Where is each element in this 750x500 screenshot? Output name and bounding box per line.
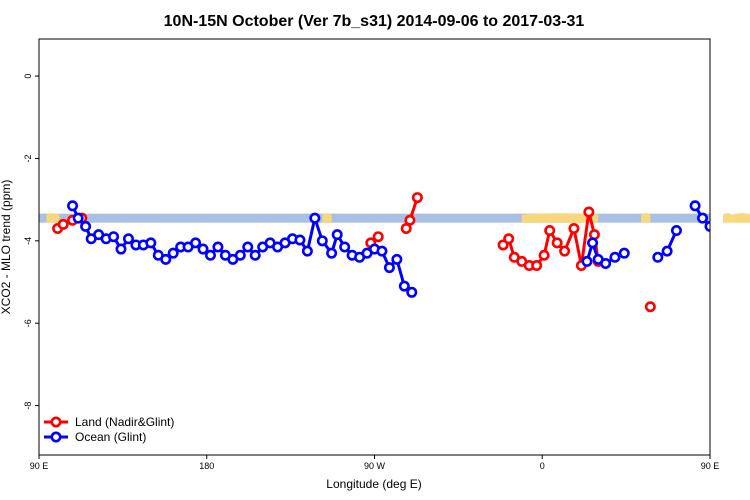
data-point	[160, 253, 172, 265]
y-tick-label: -2	[23, 154, 33, 162]
legend-marker	[50, 431, 62, 443]
data-point	[670, 225, 682, 237]
y-tick-label: -6	[23, 319, 33, 327]
data-point	[72, 212, 84, 224]
data-point	[724, 224, 732, 232]
data-point	[115, 243, 127, 255]
band-land-5	[732, 213, 750, 223]
data-point	[242, 241, 254, 253]
data-point	[372, 231, 384, 243]
data-point	[167, 247, 179, 259]
series-line-1-4	[693, 205, 710, 230]
data-point	[108, 231, 120, 243]
data-point	[391, 253, 403, 265]
data-point	[57, 218, 69, 230]
band-land-2	[521, 213, 599, 223]
data-point	[600, 257, 612, 269]
data-point	[383, 262, 395, 274]
reference-band	[39, 213, 750, 223]
data-point	[559, 245, 571, 257]
y-tick-label: -8	[23, 402, 33, 410]
x-tick-label: 90 E	[701, 461, 720, 471]
data-point	[581, 255, 593, 267]
series-line-0-5	[729, 224, 735, 228]
data-point	[309, 212, 321, 224]
legend-label: Land (Nadir&Glint)	[75, 415, 174, 429]
data-point	[618, 247, 630, 259]
data-point	[331, 229, 343, 241]
data-point	[67, 200, 79, 212]
data-point	[234, 249, 246, 261]
x-axis: 90 E 180 90 W 0 90 E	[30, 455, 720, 471]
x-tick-label: 0	[540, 461, 545, 471]
data-point	[398, 280, 410, 292]
x-tick-label: 90 E	[30, 461, 49, 471]
x-axis-label: Longitude (deg E)	[326, 477, 421, 491]
data-point	[301, 245, 313, 257]
x-tick-label: 90 W	[364, 461, 386, 471]
y-tick-label: 0	[23, 74, 33, 79]
legend: Land (Nadir&Glint)Ocean (Glint)	[44, 415, 174, 444]
data-point	[644, 301, 656, 313]
legend-marker	[50, 416, 62, 428]
series-ocean	[67, 200, 750, 298]
data-point	[204, 249, 216, 261]
data-point	[544, 225, 556, 237]
y-tick-label: -4	[23, 237, 33, 245]
data-point	[294, 234, 306, 246]
data-point	[609, 251, 621, 263]
data-point	[689, 200, 701, 212]
data-point	[122, 233, 134, 245]
data-point	[316, 235, 328, 247]
data-point	[551, 237, 563, 249]
data-point	[587, 237, 599, 249]
data-point	[326, 247, 338, 259]
data-point	[212, 241, 224, 253]
x-tick-label: 180	[199, 461, 214, 471]
band-ocean	[39, 213, 710, 223]
band-land-3	[641, 213, 651, 223]
data-point	[568, 222, 580, 234]
y-axis: 0 -2 -4 -6 -8	[23, 74, 39, 410]
data-point	[661, 245, 673, 257]
series-layer	[52, 192, 750, 313]
y-axis-label: XCO2 - MLO trend (ppm)	[0, 180, 13, 315]
data-point	[503, 233, 515, 245]
data-point	[80, 220, 92, 232]
data-point	[190, 237, 202, 249]
data-point	[721, 230, 729, 238]
data-point	[406, 286, 418, 298]
data-point	[652, 251, 664, 263]
data-point	[538, 249, 550, 261]
data-point	[411, 192, 423, 204]
data-point	[197, 243, 209, 255]
data-point	[249, 249, 261, 261]
band-land-1	[322, 213, 332, 223]
data-point	[697, 212, 709, 224]
data-point	[531, 260, 543, 272]
data-point	[404, 214, 416, 226]
data-point	[736, 235, 744, 243]
chart-title: 10N-15N October (Ver 7b_s31) 2014-09-06 …	[164, 13, 585, 30]
data-point	[583, 206, 595, 218]
data-point	[728, 235, 736, 243]
data-point	[376, 245, 388, 257]
data-point	[145, 237, 157, 249]
data-point	[713, 235, 721, 243]
legend-label: Ocean (Glint)	[75, 430, 146, 444]
data-point	[743, 245, 750, 253]
band-land-0	[46, 213, 60, 223]
data-point	[339, 241, 351, 253]
band-land-4	[723, 213, 733, 223]
